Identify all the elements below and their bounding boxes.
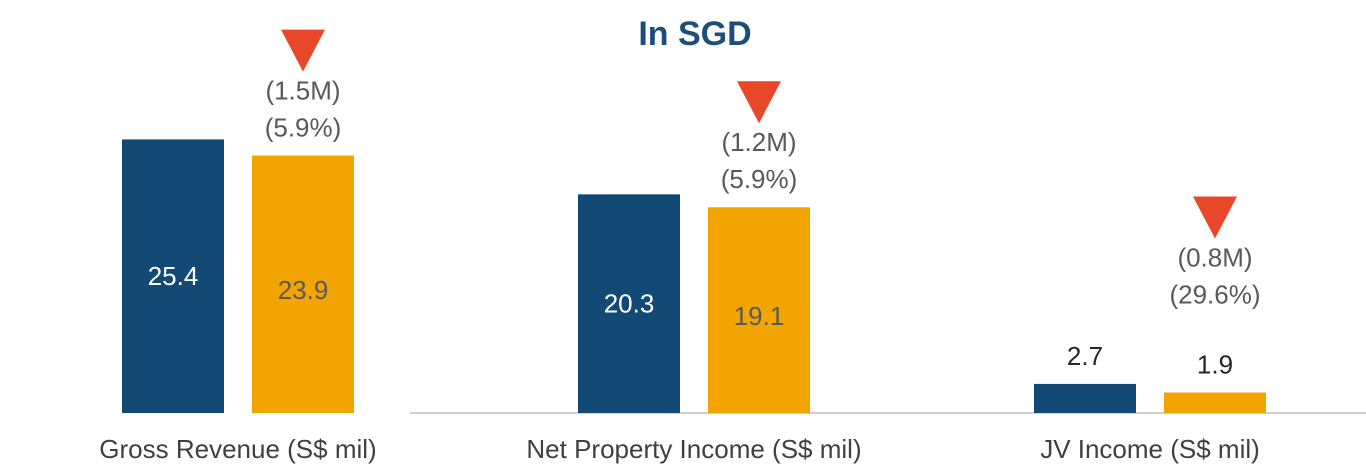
- value-label: 23.9: [278, 275, 329, 305]
- value-label: 1.9: [1197, 349, 1233, 379]
- change-label: (29.6%): [1169, 279, 1260, 309]
- value-label: 19.1: [734, 301, 785, 331]
- value-label: 25.4: [148, 261, 199, 291]
- x-tick-label: Net Property Income (S$ mil): [526, 434, 861, 464]
- bar: [708, 207, 810, 413]
- bar: [252, 155, 354, 413]
- down-arrow: [281, 29, 325, 72]
- x-tick-label: JV Income (S$ mil): [1040, 434, 1260, 464]
- bar: [578, 194, 680, 413]
- change-label: (1.5M): [265, 75, 340, 105]
- change-label: (5.9%): [265, 112, 342, 142]
- change-label: (5.9%): [721, 164, 798, 194]
- value-label: 20.3: [604, 289, 655, 319]
- bar: [1164, 392, 1266, 413]
- x-tick-label: Gross Revenue (S$ mil): [99, 434, 376, 464]
- change-label: (1.2M): [721, 127, 796, 157]
- value-label: 2.7: [1067, 341, 1103, 371]
- chart-title: In SGD: [638, 15, 751, 53]
- bar: [1034, 383, 1136, 413]
- change-label: (0.8M): [1177, 242, 1252, 272]
- bar: [122, 139, 224, 414]
- down-arrow: [737, 81, 781, 124]
- down-arrow: [1193, 196, 1237, 239]
